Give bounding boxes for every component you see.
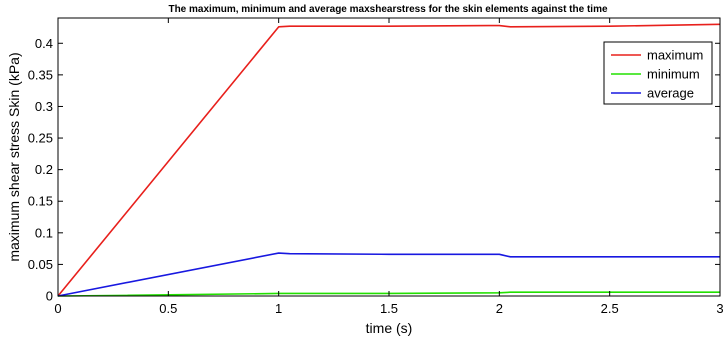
series-layer (57, 23, 721, 297)
y-tick-label: 0.05 (28, 257, 53, 272)
x-tick-label: 0.5 (159, 301, 177, 316)
series-line-minimum (57, 291, 720, 297)
chart-title: The maximum, minimum and average maxshea… (168, 4, 607, 15)
y-axis-label: maximum shear stress Skin (kPa) (6, 52, 22, 261)
y-axis-ticks: 0 0.05 0.1 0.15 0.2 0.25 0.3 0.35 0.4 (28, 36, 720, 304)
y-tick-label: 0.4 (35, 36, 53, 51)
x-tick-label: 1 (275, 301, 282, 316)
series-line-average (57, 252, 720, 297)
series-line-maximum (57, 23, 721, 297)
x-tick-label: 2 (496, 301, 503, 316)
x-tick-label: 0 (54, 301, 61, 316)
x-axis-ticks: 0 0.5 1 1.5 2 2.5 3 (54, 18, 724, 316)
y-tick-label: 0 (46, 289, 53, 304)
legend: maximum minimum average (603, 41, 713, 105)
y-tick-label: 0.2 (35, 162, 53, 177)
x-axis-label: time (s) (366, 320, 413, 336)
legend-label-average: average (647, 86, 694, 101)
legend-label-maximum: maximum (647, 48, 703, 63)
y-tick-label: 0.15 (28, 194, 53, 209)
y-tick-label: 0.1 (35, 225, 53, 240)
x-tick-label: 2.5 (601, 301, 619, 316)
y-tick-label: 0.25 (28, 131, 53, 146)
x-tick-label: 1.5 (380, 301, 398, 316)
y-tick-label: 0.3 (35, 99, 53, 114)
legend-label-minimum: minimum (647, 67, 700, 82)
x-tick-label: 3 (716, 301, 723, 316)
y-tick-label: 0.35 (28, 67, 53, 82)
